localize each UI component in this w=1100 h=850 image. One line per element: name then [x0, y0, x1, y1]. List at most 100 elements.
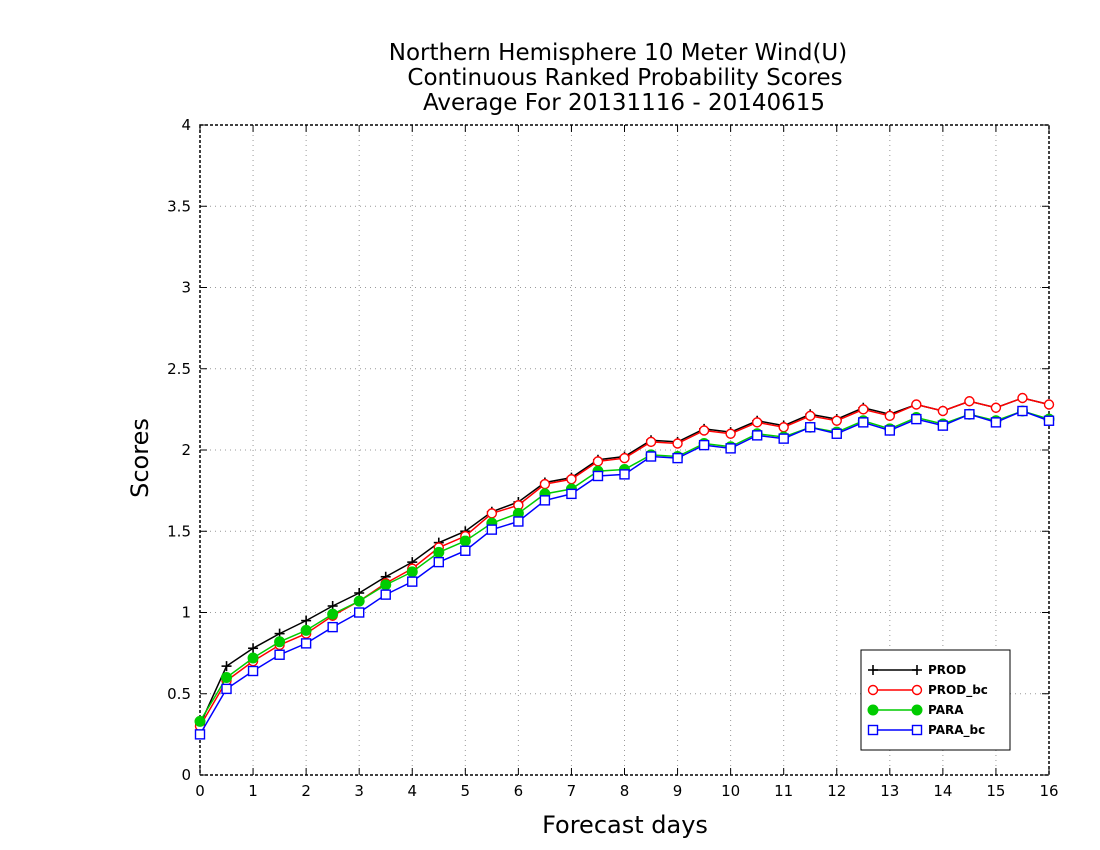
x-tick-label: 8 — [620, 782, 630, 800]
data-point-para-bc — [460, 545, 471, 556]
y-tick-label: 1 — [181, 604, 191, 622]
data-point-prod-bc — [566, 474, 577, 485]
data-point-prod-bc — [725, 428, 736, 439]
data-point-para — [221, 672, 233, 683]
data-point-para-bc — [274, 649, 285, 660]
data-point-para-bc — [1017, 405, 1028, 417]
y-axis-ticks: 0 0.5 1 1.5 2 2.5 3 3.5 4 — [167, 116, 1049, 784]
data-point-prod-bc — [698, 425, 710, 436]
series-para-bc — [194, 405, 1055, 740]
data-point-para-bc — [805, 422, 816, 433]
legend-marker-para-bc — [911, 724, 923, 736]
data-point-prod-bc — [884, 410, 896, 422]
legend-marker-prod — [912, 665, 922, 675]
x-tick-label: 11 — [774, 782, 793, 800]
legend-marker-prod-bc — [867, 684, 879, 696]
data-point-prod-bc — [858, 404, 869, 415]
x-tick-label: 10 — [721, 782, 740, 800]
data-point-prod-bc — [592, 456, 604, 467]
data-point-para — [327, 608, 339, 620]
data-point-prod-bc — [937, 405, 949, 417]
data-point-para-bc — [645, 451, 657, 462]
data-point-para-bc — [725, 443, 736, 454]
data-point-para — [433, 546, 445, 558]
data-point-para-bc — [353, 607, 365, 618]
data-point-para — [300, 624, 312, 636]
legend: PROD PROD_bc PARA PARA_bc — [860, 649, 1011, 751]
x-tick-label: 6 — [514, 782, 524, 800]
data-point-para-bc — [433, 556, 444, 568]
y-tick-label: 2.5 — [167, 360, 191, 378]
data-point-prod-bc — [645, 436, 657, 448]
x-axis-ticks: 0 1 2 3 4 5 6 7 8 9 10 11 12 13 14 15 16 — [195, 125, 1059, 800]
data-point-para-bc — [513, 516, 524, 527]
data-point-prod-bc — [990, 402, 1002, 413]
data-point-prod — [248, 643, 259, 654]
data-point-para-bc — [937, 420, 949, 431]
data-point-prod — [221, 661, 232, 672]
data-point-para-bc — [1043, 415, 1055, 426]
data-point-para — [194, 715, 206, 727]
data-point-para-bc — [884, 425, 896, 436]
data-point-prod-bc — [778, 422, 789, 433]
y-tick-label: 3.5 — [167, 197, 191, 215]
data-point-para — [274, 636, 286, 648]
x-tick-label: 1 — [248, 782, 258, 800]
legend-label-prod-bc: PROD_bc — [928, 683, 988, 698]
data-point-para — [380, 579, 392, 591]
legend-marker-para — [911, 704, 923, 716]
y-tick-label: 2 — [181, 441, 191, 459]
data-point-prod-bc — [486, 508, 498, 519]
y-tick-label: 1.5 — [167, 522, 191, 540]
data-point-para-bc — [751, 430, 763, 441]
data-point-para-bc — [990, 417, 1002, 428]
data-point-prod-bc — [619, 452, 630, 464]
legend-marker-prod — [868, 665, 878, 675]
x-tick-label: 12 — [827, 782, 846, 800]
data-point-para — [459, 535, 471, 547]
data-point-para-bc — [247, 665, 259, 677]
data-point-prod-bc — [964, 396, 975, 407]
data-point-para-bc — [964, 409, 975, 420]
x-tick-label: 16 — [1039, 782, 1058, 800]
data-point-para-bc — [486, 524, 498, 535]
x-tick-label: 0 — [195, 782, 205, 800]
chart-title: Northern Hemisphere 10 Meter Wind(U) Con… — [389, 40, 847, 116]
data-point-para-bc — [380, 589, 391, 600]
y-tick-label: 0.5 — [167, 685, 191, 703]
data-point-para-bc — [698, 439, 710, 451]
data-point-para-bc — [831, 428, 842, 439]
series-layer — [194, 392, 1055, 740]
x-tick-label: 7 — [567, 782, 577, 800]
x-tick-label: 4 — [407, 782, 417, 800]
data-point-prod-bc — [751, 417, 763, 428]
data-point-para-bc — [619, 469, 630, 480]
y-tick-label: 0 — [181, 766, 191, 784]
x-tick-label: 2 — [301, 782, 311, 800]
x-tick-label: 13 — [880, 782, 899, 800]
data-point-para-bc — [858, 417, 869, 428]
legend-label-para-bc: PARA_bc — [928, 723, 985, 738]
data-point-para-bc — [539, 495, 551, 506]
data-point-para-bc — [566, 488, 577, 500]
legend-box — [860, 649, 1011, 751]
legend-entry-para-bc: PARA_bc — [867, 723, 985, 738]
y-tick-label: 3 — [181, 279, 191, 297]
data-point-prod-bc — [539, 478, 551, 490]
legend-entry-prod-bc: PROD_bc — [867, 683, 988, 698]
data-point-para — [353, 595, 365, 607]
data-point-para-bc — [592, 470, 604, 482]
legend-marker-para — [867, 704, 879, 716]
title-line-2: Continuous Ranked Probability Scores — [407, 65, 842, 91]
legend-marker-prod-bc — [911, 684, 923, 696]
x-tick-label: 5 — [461, 782, 471, 800]
legend-entry-para: PARA — [867, 703, 964, 717]
x-tick-label: 14 — [933, 782, 952, 800]
data-point-prod-bc — [1017, 392, 1028, 404]
data-point-prod-bc — [672, 438, 683, 449]
title-line-3: Average For 20131116 - 20140615 — [423, 90, 825, 116]
data-point-para-bc — [221, 683, 232, 695]
data-point-para — [247, 652, 259, 664]
data-point-para-bc — [778, 433, 789, 444]
